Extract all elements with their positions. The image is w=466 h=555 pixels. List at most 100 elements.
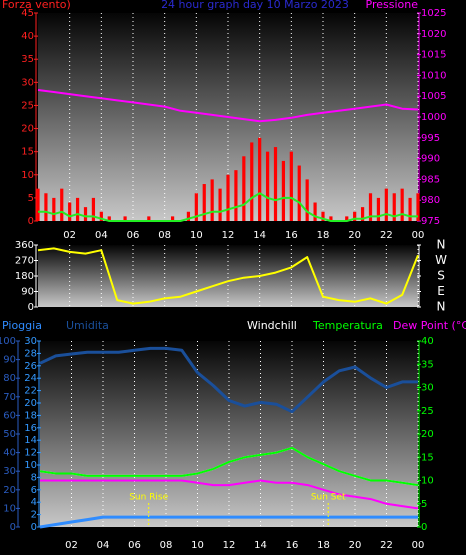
bar: [360, 207, 365, 221]
x-tick-label: 18: [317, 540, 330, 551]
x-tick-label: 14: [253, 230, 266, 241]
y2-axis-label: Pressione: [366, 0, 419, 11]
annotation: Sun Set: [311, 493, 346, 503]
y2-tick-label: S: [437, 269, 445, 283]
x-tick-label: 20: [348, 230, 361, 241]
y-tick-label: 20: [3, 485, 16, 496]
series-line: [37, 89, 419, 123]
x-tick-label: 02: [63, 230, 76, 241]
bar: [353, 211, 357, 221]
bar: [384, 188, 388, 221]
series-line: [39, 346, 418, 414]
x-tick-label: 22: [380, 230, 393, 241]
bar: [147, 216, 151, 221]
series-line: [40, 479, 419, 510]
y-tick-label: 45: [21, 8, 34, 19]
bar: [265, 151, 270, 221]
x-tick-label: 06: [127, 230, 140, 241]
y-tick-label: 90: [3, 355, 16, 366]
bar: [345, 216, 349, 221]
y2-tick-label: 995: [421, 133, 440, 144]
bar: [44, 193, 48, 221]
y-tick-label: 70: [3, 392, 16, 403]
y3-tick-label: 20: [24, 398, 37, 409]
y2-tick-label: 30: [421, 383, 434, 394]
bar: [368, 193, 373, 221]
bar: [376, 197, 381, 221]
y-tick-label: 40: [21, 31, 34, 42]
y2-tick-label: 1010: [421, 70, 446, 81]
bar: [60, 188, 64, 221]
series-line: [38, 192, 418, 222]
bar: [186, 211, 191, 221]
bar: [392, 193, 396, 221]
y3-tick-label: 6: [31, 485, 37, 496]
y3-tick-label: 2: [31, 510, 37, 521]
x-tick-label: 08: [158, 230, 171, 241]
x-tick-label: 10: [190, 230, 203, 241]
y-tick-label: 100: [0, 336, 16, 347]
series-line: [39, 515, 418, 529]
bar: [234, 170, 238, 221]
x-tick-label: 04: [97, 540, 110, 551]
y3-tick-label: 4: [31, 497, 37, 508]
chart-title: 24 hour graph day 10 Marzo 2023: [161, 0, 349, 11]
bar: [91, 197, 96, 221]
y3-tick-label: 26: [24, 361, 37, 372]
y2-tick-label: 15: [421, 452, 434, 463]
x-tick-label: 20: [349, 540, 362, 551]
y-tick-label: 30: [21, 77, 34, 88]
y3-tick-label: 14: [24, 435, 37, 446]
bar: [218, 188, 222, 221]
y2-tick-label: 990: [421, 154, 440, 165]
y-tick-label: 180: [15, 271, 34, 282]
legend-entry: Umidita: [66, 319, 109, 332]
y2-tick-label: 1000: [421, 112, 446, 123]
y3-tick-label: 24: [24, 373, 37, 384]
bar: [242, 156, 246, 221]
bar: [313, 202, 317, 221]
bar: [258, 137, 262, 221]
y2-tick-label: 1020: [421, 29, 446, 40]
bar: [329, 216, 333, 221]
x-tick-label: 00: [412, 230, 425, 241]
y3-tick-label: 12: [24, 448, 37, 459]
x-tick-label: 16: [285, 230, 298, 241]
y-tick-label: 60: [3, 410, 16, 421]
bar: [321, 211, 325, 221]
x-tick-label: 10: [191, 540, 204, 551]
y-tick-label: 10: [21, 170, 34, 181]
y2-tick-label: 980: [421, 195, 440, 206]
y2-tick-label: 1005: [421, 91, 446, 102]
x-tick-label: 08: [160, 540, 173, 551]
y2-tick-label: E: [437, 284, 445, 298]
y2-tick-label: 40: [421, 336, 434, 347]
bar: [194, 193, 198, 221]
x-tick-label: 16: [286, 540, 299, 551]
bar: [408, 197, 412, 221]
bar: [68, 202, 72, 221]
y3-tick-label: 0: [31, 522, 37, 533]
x-tick-label: 12: [222, 230, 235, 241]
bar: [273, 147, 278, 221]
y-tick-label: 35: [21, 54, 34, 65]
legend-entry: Windchill: [247, 319, 297, 332]
plot-background: [38, 245, 418, 307]
y-tick-label: 0: [28, 216, 34, 227]
y2-tick-label: 35: [421, 359, 434, 370]
y3-tick-label: 28: [24, 348, 37, 359]
y-tick-label: 25: [21, 100, 34, 111]
y2-tick-label: 985: [421, 174, 440, 185]
bar: [36, 188, 40, 221]
y2-tick-label: 1015: [421, 50, 446, 61]
series-line: [39, 446, 419, 487]
y-tick-label: 0: [10, 522, 16, 533]
bar: [297, 165, 301, 221]
y-tick-label: 10: [3, 503, 16, 514]
bar: [210, 179, 214, 221]
bar: [202, 184, 206, 221]
y2-tick-label: 975: [421, 216, 440, 227]
y2-tick-label: N: [437, 300, 446, 314]
y-tick-label: 80: [3, 373, 16, 384]
